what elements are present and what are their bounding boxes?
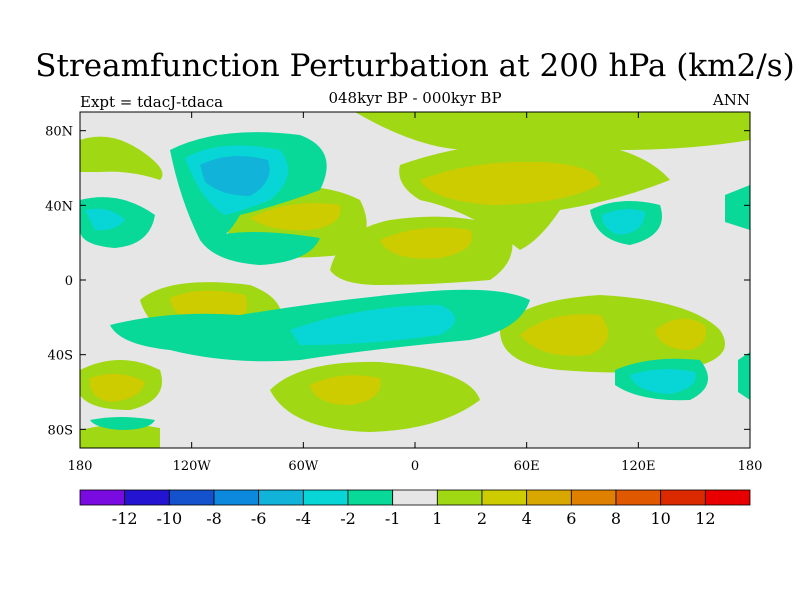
lon-tick-label: 120W — [173, 459, 212, 474]
contour-neg-2-s-atlantic — [290, 305, 455, 345]
colorbar-label: -1 — [385, 509, 401, 528]
lat-tick-label: 0 — [65, 274, 73, 289]
contour-neg-2-e-asia — [602, 209, 645, 235]
colorbar-swatch — [124, 489, 170, 506]
contour-neg-4-n-america — [200, 156, 270, 196]
lon-tick-label: 0 — [411, 459, 419, 474]
contour-pos-1-arctic — [80, 112, 750, 150]
colorbar-swatch — [302, 489, 349, 506]
contour-pos-2-asia — [420, 161, 600, 205]
colorbar-swatch — [704, 489, 751, 506]
contour-pos-2-n-africa — [380, 227, 472, 259]
contour-pos-1-antarctic — [80, 424, 160, 448]
colorbar-swatch — [570, 489, 617, 506]
colorbar-swatch — [660, 489, 706, 506]
lon-tick-label: 180 — [738, 459, 763, 474]
contour-pos-1-southern — [270, 361, 480, 432]
colorbar-swatch — [436, 489, 483, 506]
colorbar-label: 2 — [477, 509, 487, 528]
colorbar-swatch — [258, 489, 304, 506]
contour-neg-1-sw-pacific — [90, 417, 155, 430]
contour-pos-2-indian — [520, 314, 608, 356]
contour-pos-2-southern — [310, 375, 381, 405]
contour-fills — [80, 112, 750, 448]
colorbar-label: -12 — [112, 509, 138, 528]
colorbar-swatch — [347, 489, 394, 506]
colorbar-label: 8 — [611, 509, 621, 528]
colorbar-label: -2 — [340, 509, 356, 528]
colorbar-swatch — [526, 489, 572, 506]
colorbar-swatch — [79, 489, 126, 506]
colorbar-label: 12 — [695, 509, 715, 528]
plot-title: Streamfunction Perturbation at 200 hPa (… — [35, 48, 795, 84]
colorbar-label: 10 — [650, 509, 670, 528]
lon-tick-label: 120E — [621, 459, 655, 474]
contour-pos-2-australia — [655, 318, 706, 350]
colorbar-swatch — [168, 489, 215, 506]
contour-neg-2-ne-pacific — [85, 208, 125, 231]
lon-tick-label: 180 — [68, 459, 93, 474]
colorbar-label: 1 — [432, 509, 442, 528]
colorbar-swatch — [392, 489, 438, 506]
lat-tick-label: 40N — [45, 199, 73, 214]
plot-subtitle: 048kyr BP - 000kyr BP — [328, 89, 502, 107]
colorbar-label: -6 — [251, 509, 267, 528]
contour-neg-1-e-edge — [738, 352, 750, 400]
colorbar-label: -10 — [156, 509, 182, 528]
contour-pos-2-n-atlantic — [250, 203, 341, 231]
map-panel: 80N 40N 0 40S 80S 180 120W 60W 0 60E 120E 180 — [45, 111, 763, 474]
longitude-ticks: 180 120W 60W 0 60E 120E 180 — [68, 112, 763, 474]
colorbar-label: 6 — [566, 509, 576, 528]
contour-neg-2-s-australia — [630, 369, 696, 394]
lat-tick-label: 40S — [48, 349, 73, 364]
lat-tick-label: 80S — [48, 423, 73, 438]
colorbar: -12 -10 -8 -6 -4 -2 -1 1 2 4 6 8 10 12 — [79, 489, 751, 528]
colorbar-swatch — [481, 489, 528, 506]
lon-tick-label: 60W — [288, 459, 319, 474]
contour-pos-2-sw — [89, 373, 145, 402]
latitude-ticks: 80N 40N 0 40S 80S — [45, 125, 750, 438]
colorbar-swatch — [615, 489, 662, 506]
colorbar-label: -4 — [296, 509, 312, 528]
contour-neg-1-w-pacific — [725, 185, 750, 230]
lat-tick-label: 80N — [45, 125, 73, 140]
colorbar-swatch — [213, 489, 260, 506]
lon-tick-label: 60E — [514, 459, 540, 474]
experiment-label: Expt = tdacJ-tdaca — [80, 93, 224, 111]
colorbar-label: 4 — [522, 509, 532, 528]
contour-pos-1-nw-pacific — [80, 136, 163, 180]
colorbar-label: -8 — [206, 509, 222, 528]
contour-neg-1-caribbean — [200, 231, 320, 265]
season-label: ANN — [712, 91, 750, 109]
